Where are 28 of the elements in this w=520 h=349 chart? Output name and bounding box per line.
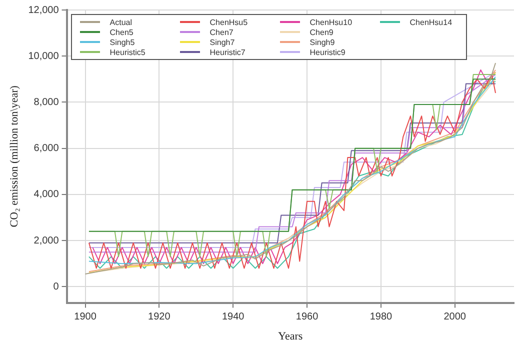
y-tick-label: 4,000 (34, 189, 60, 200)
legend-label: ChenHsu5 (210, 18, 248, 26)
legend-label: Chen9 (310, 28, 334, 36)
legend-label: Chen5 (110, 28, 134, 36)
legend-label: ChenHsu10 (310, 18, 352, 26)
y-tick-label: 0 (53, 281, 60, 292)
x-tick-label: 1920 (148, 312, 171, 323)
legend-label: ChenHsu14 (410, 18, 452, 26)
x-tick-label: 2000 (444, 312, 466, 323)
y-tick-label: 12,000 (28, 4, 60, 16)
legend-label: Heuristic5 (110, 48, 146, 56)
legend-label: Singh9 (310, 38, 335, 46)
legend-label: Heuristic7 (210, 48, 246, 56)
legend-label: Chen7 (210, 28, 234, 36)
legend-label: Singh5 (110, 38, 135, 46)
legend-label: Singh7 (210, 38, 235, 46)
legend-label: Actual (110, 18, 132, 26)
x-tick-label: 1980 (370, 312, 393, 323)
x-tick-label: 1960 (296, 312, 319, 323)
y-tick-label: 2,000 (34, 235, 60, 246)
y-tick-label: 6,000 (34, 143, 60, 154)
legend-label: Heuristic9 (310, 48, 346, 56)
y-axis-title: CO₂ emission (million ton\year) (8, 85, 20, 228)
y-tick-label: 10,000 (28, 50, 60, 62)
x-tick-label: 1940 (222, 312, 245, 323)
x-tick-label: 1900 (74, 312, 97, 323)
x-axis-title: Years (278, 330, 303, 342)
y-tick-label: 8,000 (34, 96, 60, 108)
